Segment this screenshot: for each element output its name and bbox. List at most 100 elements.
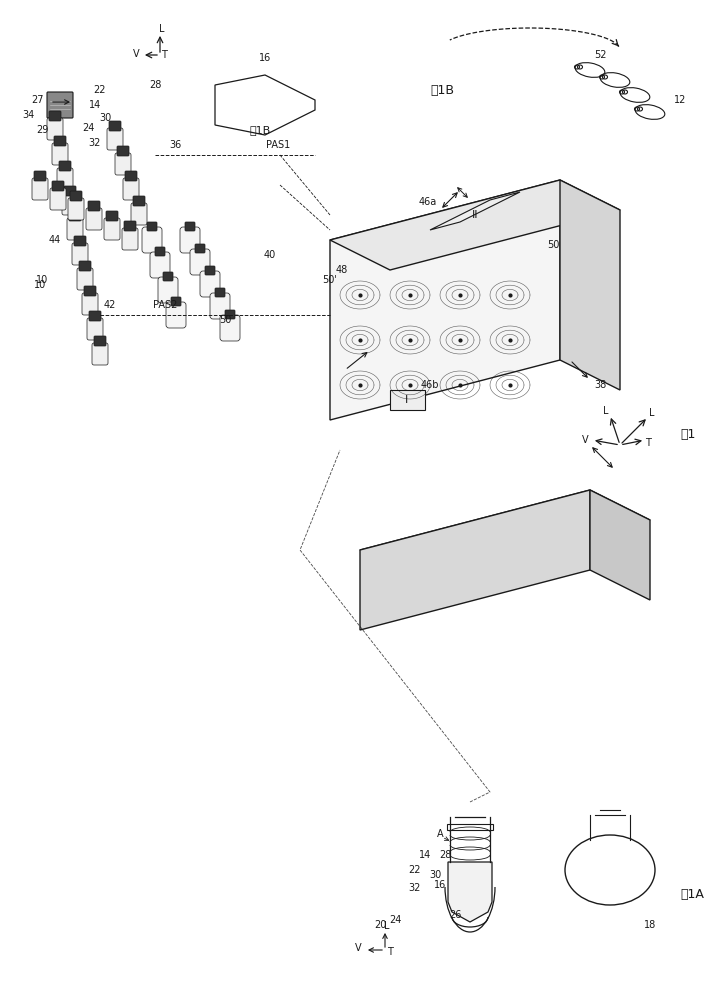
Text: V: V: [133, 49, 139, 59]
Text: 图1B: 图1B: [250, 125, 271, 135]
FancyBboxPatch shape: [180, 227, 200, 253]
FancyBboxPatch shape: [68, 198, 84, 220]
FancyBboxPatch shape: [150, 252, 170, 278]
FancyBboxPatch shape: [67, 218, 83, 240]
Text: 34: 34: [22, 110, 34, 120]
Text: 29: 29: [36, 125, 48, 135]
Text: A: A: [436, 829, 443, 839]
Text: 16: 16: [434, 880, 446, 890]
Text: 48: 48: [336, 265, 348, 275]
Text: T: T: [161, 50, 167, 60]
Text: II: II: [472, 210, 478, 220]
Polygon shape: [448, 862, 492, 922]
Text: 图1A: 图1A: [680, 888, 704, 902]
FancyBboxPatch shape: [133, 196, 145, 206]
Text: L: L: [603, 406, 609, 416]
Text: 50: 50: [547, 240, 559, 250]
Text: 24: 24: [82, 123, 94, 133]
Text: T: T: [645, 438, 651, 448]
FancyBboxPatch shape: [88, 201, 100, 211]
Polygon shape: [330, 180, 560, 420]
FancyBboxPatch shape: [123, 178, 139, 200]
FancyBboxPatch shape: [163, 272, 173, 281]
Text: L: L: [384, 921, 390, 931]
Text: PAS1: PAS1: [266, 140, 290, 150]
Text: 50: 50: [219, 315, 231, 325]
Text: 14: 14: [89, 100, 101, 110]
Text: 22: 22: [409, 865, 421, 875]
FancyBboxPatch shape: [147, 222, 157, 231]
FancyBboxPatch shape: [166, 302, 186, 328]
FancyBboxPatch shape: [142, 227, 162, 253]
Polygon shape: [360, 490, 590, 630]
Text: PAS2: PAS2: [153, 300, 177, 310]
Text: 30: 30: [99, 113, 111, 123]
FancyBboxPatch shape: [109, 121, 121, 131]
Polygon shape: [360, 490, 650, 580]
FancyBboxPatch shape: [84, 286, 96, 296]
FancyBboxPatch shape: [225, 310, 235, 319]
Text: V: V: [355, 943, 361, 953]
FancyBboxPatch shape: [57, 168, 73, 190]
FancyBboxPatch shape: [52, 143, 68, 165]
Polygon shape: [390, 390, 425, 410]
Text: 14: 14: [419, 850, 431, 860]
Text: 44: 44: [49, 235, 61, 245]
FancyBboxPatch shape: [87, 318, 103, 340]
FancyBboxPatch shape: [210, 293, 230, 319]
FancyBboxPatch shape: [50, 188, 66, 210]
Text: 30: 30: [429, 870, 441, 880]
Text: 40: 40: [264, 250, 276, 260]
Text: 16: 16: [259, 53, 271, 63]
FancyBboxPatch shape: [107, 128, 123, 150]
FancyBboxPatch shape: [200, 271, 220, 297]
FancyBboxPatch shape: [64, 186, 76, 196]
Text: 28: 28: [439, 850, 451, 860]
FancyBboxPatch shape: [104, 218, 120, 240]
FancyBboxPatch shape: [125, 171, 137, 181]
Text: I: I: [405, 395, 409, 405]
FancyBboxPatch shape: [72, 243, 88, 265]
FancyBboxPatch shape: [49, 111, 61, 121]
FancyBboxPatch shape: [77, 268, 93, 290]
FancyBboxPatch shape: [34, 171, 46, 181]
Text: 52: 52: [594, 50, 606, 60]
FancyBboxPatch shape: [70, 191, 82, 201]
FancyBboxPatch shape: [47, 92, 73, 118]
FancyBboxPatch shape: [117, 146, 129, 156]
FancyBboxPatch shape: [215, 288, 225, 297]
FancyBboxPatch shape: [131, 203, 147, 225]
Polygon shape: [560, 180, 620, 390]
FancyBboxPatch shape: [124, 221, 136, 231]
FancyBboxPatch shape: [47, 118, 63, 140]
Text: 46a: 46a: [419, 197, 437, 207]
Text: L: L: [160, 24, 165, 34]
Text: 36: 36: [169, 140, 181, 150]
FancyBboxPatch shape: [155, 247, 165, 256]
Text: 20: 20: [374, 920, 386, 930]
FancyBboxPatch shape: [82, 293, 98, 315]
FancyBboxPatch shape: [190, 249, 210, 275]
Text: 10: 10: [36, 275, 48, 285]
Text: 图1: 图1: [680, 428, 695, 442]
Text: 12: 12: [674, 95, 686, 105]
Text: 38: 38: [594, 380, 606, 390]
FancyBboxPatch shape: [185, 222, 195, 231]
FancyBboxPatch shape: [79, 261, 91, 271]
FancyBboxPatch shape: [171, 297, 181, 306]
FancyBboxPatch shape: [86, 208, 102, 230]
FancyBboxPatch shape: [74, 236, 86, 246]
FancyBboxPatch shape: [89, 311, 101, 321]
Text: 32: 32: [88, 138, 102, 148]
Text: V: V: [581, 435, 588, 445]
FancyBboxPatch shape: [220, 315, 240, 341]
Text: 42: 42: [104, 300, 116, 310]
Text: 24: 24: [389, 915, 401, 925]
FancyBboxPatch shape: [62, 193, 78, 215]
Text: 10: 10: [34, 280, 46, 290]
FancyBboxPatch shape: [69, 211, 81, 221]
Text: 18: 18: [644, 920, 656, 930]
FancyBboxPatch shape: [52, 181, 64, 191]
FancyBboxPatch shape: [122, 228, 138, 250]
FancyBboxPatch shape: [205, 266, 215, 275]
